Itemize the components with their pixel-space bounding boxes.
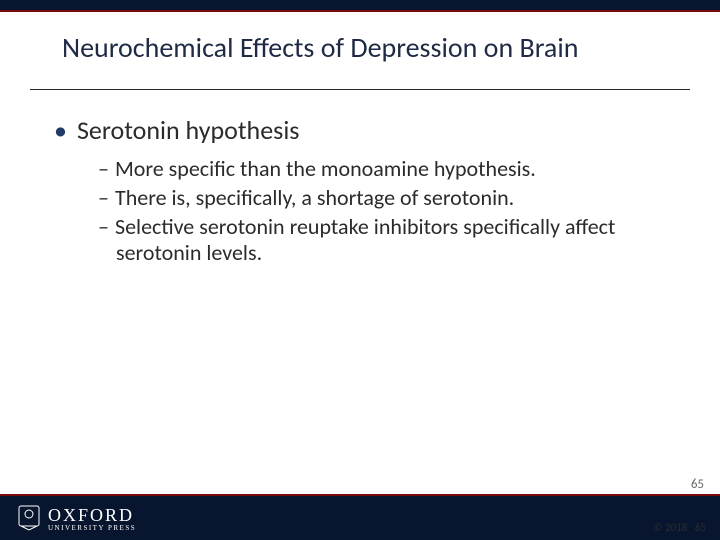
bullet-level2-text: There is, specifically, a shortage of se… bbox=[115, 184, 514, 211]
logo-text-block: OXFORD UNIVERSITY PRESS bbox=[48, 505, 136, 532]
copyright-text: © 2018 bbox=[653, 521, 687, 534]
dash-icon: – bbox=[98, 155, 109, 182]
oxford-crest-icon bbox=[18, 505, 40, 531]
content-body: •Serotonin hypothesis –More specific tha… bbox=[0, 90, 720, 267]
slide-number-overlay: 65 bbox=[691, 477, 704, 492]
logo-sub-text: UNIVERSITY PRESS bbox=[48, 524, 136, 532]
dash-icon: – bbox=[98, 184, 109, 211]
bullet-level2-text: Selective serotonin reuptake inhibitors … bbox=[115, 213, 615, 267]
slide-title: Neurochemical Effects of Depression on B… bbox=[62, 30, 680, 65]
bullet-level2: –More specific than the monoamine hypoth… bbox=[98, 156, 670, 183]
footer-right-meta: © 2018 65 bbox=[653, 522, 706, 534]
footer-band: OXFORD UNIVERSITY PRESS bbox=[0, 494, 720, 540]
bullet-level1-text: Serotonin hypothesis bbox=[77, 114, 300, 146]
slide-number: 65 bbox=[695, 521, 706, 534]
logo-main-text: OXFORD bbox=[48, 505, 134, 525]
bullet-dot-icon: • bbox=[54, 114, 67, 146]
bullet-level2: –Selective serotonin reuptake inhibitors… bbox=[98, 214, 670, 268]
top-color-band bbox=[0, 0, 720, 12]
title-area: Neurochemical Effects of Depression on B… bbox=[0, 12, 720, 75]
bullet-level2: –There is, specifically, a shortage of s… bbox=[98, 185, 670, 212]
publisher-logo: OXFORD UNIVERSITY PRESS bbox=[18, 505, 136, 532]
bullet-level1: • Serotonin hypothesis bbox=[54, 114, 670, 146]
bullet-level2-text: More specific than the monoamine hypothe… bbox=[115, 155, 536, 182]
dash-icon: – bbox=[98, 213, 109, 240]
